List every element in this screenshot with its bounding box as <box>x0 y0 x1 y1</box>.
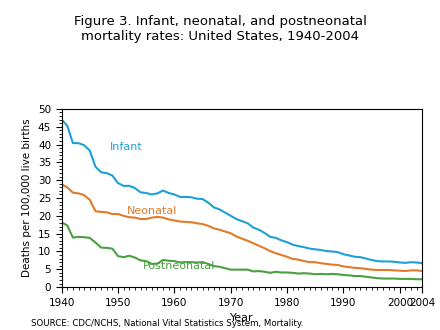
Text: SOURCE: CDC/NCHS, National Vital Statistics System, Mortality.: SOURCE: CDC/NCHS, National Vital Statist… <box>31 319 303 328</box>
X-axis label: Year: Year <box>230 313 254 323</box>
Y-axis label: Deaths per 100,000 live births: Deaths per 100,000 live births <box>22 119 33 277</box>
Text: Postneonatal: Postneonatal <box>143 261 216 271</box>
Text: Figure 3. Infant, neonatal, and postneonatal
mortality rates: United States, 194: Figure 3. Infant, neonatal, and postneon… <box>73 15 367 43</box>
Text: Infant: Infant <box>110 142 142 152</box>
Text: Neonatal: Neonatal <box>126 206 177 216</box>
